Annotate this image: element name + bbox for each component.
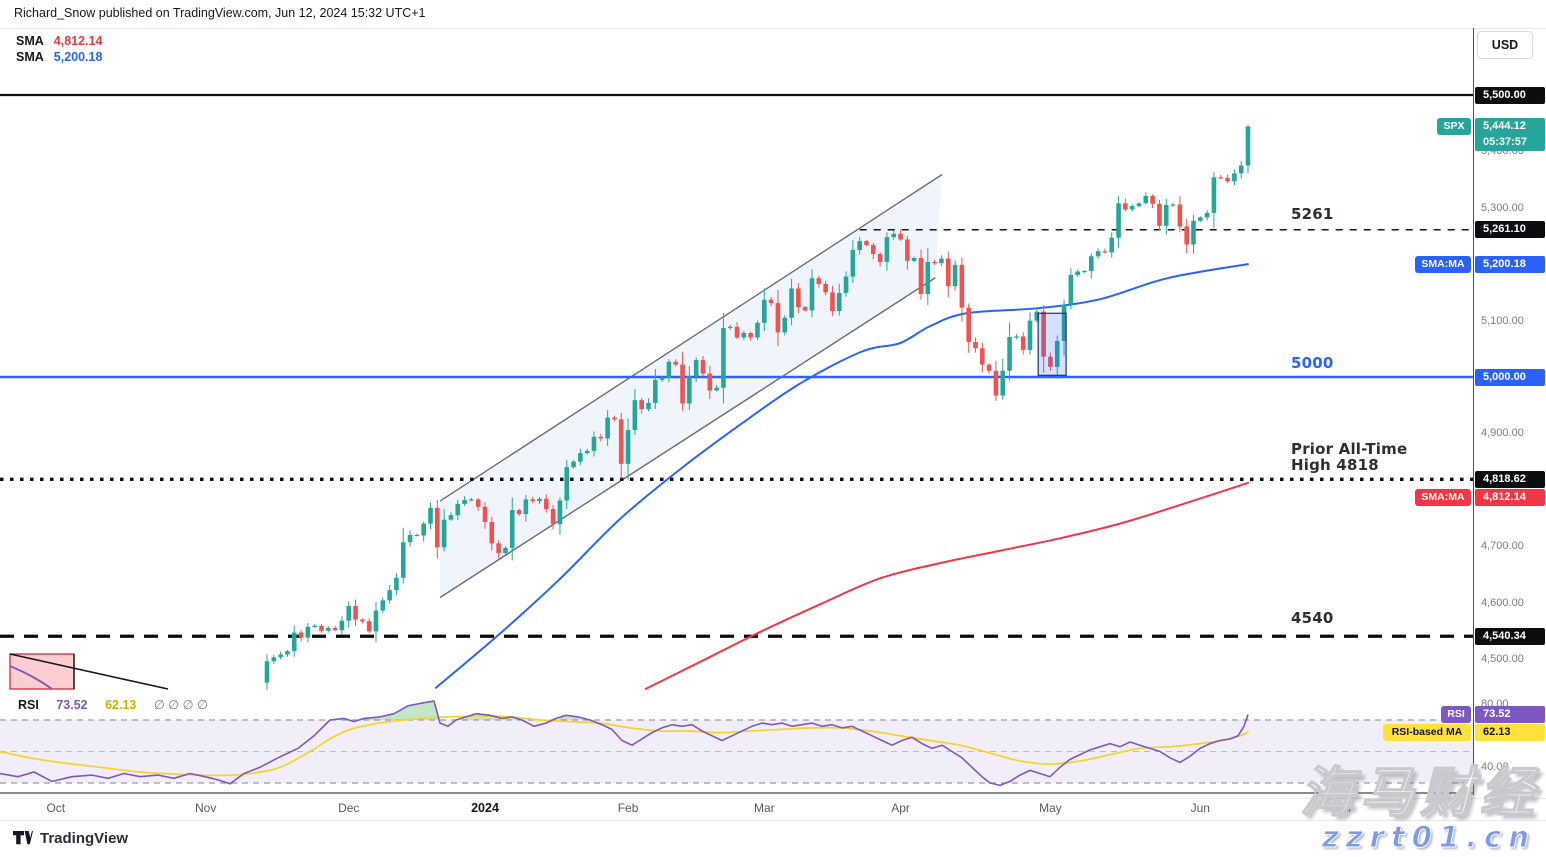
price-label-500000: 5,000.00	[1475, 368, 1545, 386]
price-label-481214: 4,812.14	[1475, 488, 1545, 506]
price-label-526110: 5,261.10	[1475, 221, 1545, 239]
axis-tag-rsi-based-ma: RSI-based MA	[1383, 723, 1471, 741]
rsi-tick: 40.00	[1481, 761, 1509, 774]
price-tick: 5,100.00	[1481, 314, 1524, 327]
countdown-label: 05:37:57	[1475, 134, 1545, 152]
time-label-jun: Jun	[1190, 801, 1210, 815]
annotation-prior-ath: Prior All-Time High 4818	[1291, 441, 1407, 473]
sma-red-value: 4,812.14	[53, 34, 103, 48]
price-label-454034: 4,540.34	[1475, 627, 1545, 645]
currency-usd-button[interactable]: USD	[1477, 31, 1533, 59]
attribution-text: Richard_Snow published on TradingView.co…	[14, 6, 426, 20]
time-label-dec: Dec	[338, 801, 360, 815]
tradingview-logo[interactable]: TradingView	[12, 829, 128, 848]
price-axis-border	[1473, 28, 1474, 795]
legend-row-sma-blue[interactable]: SMA 5,200.18	[16, 50, 102, 64]
sma-blue-value: 5,200.18	[53, 50, 103, 64]
rsi-legend[interactable]: RSI 73.52 62.13 ∅ ∅ ∅ ∅	[18, 697, 222, 712]
rsi-label: RSI	[18, 698, 39, 712]
rsi-empty-slots: ∅ ∅ ∅ ∅	[153, 698, 208, 712]
price-tick: 4,700.00	[1481, 540, 1524, 553]
annotation-4540: 4540	[1291, 609, 1334, 627]
annotation-prior-ath-line1: Prior All-Time	[1291, 440, 1408, 458]
time-label-oct: Oct	[46, 801, 66, 815]
rsi-axis-label-7352: 73.52	[1475, 705, 1545, 723]
header-divider	[0, 28, 1546, 29]
axis-tag-smama: SMA:MA	[1415, 255, 1471, 273]
sma-label: SMA	[16, 50, 44, 64]
time-label-2024: 2024	[471, 801, 499, 815]
legend-row-sma-red[interactable]: SMA 4,812.14	[16, 34, 102, 48]
time-axis-top-border	[0, 798, 1546, 799]
rsi-value: 73.52	[56, 698, 88, 712]
axis-tag-rsi: RSI	[1441, 705, 1471, 723]
time-label-nov: Nov	[195, 801, 217, 815]
axis-tag-smama: SMA:MA	[1415, 488, 1471, 506]
annotation-5261: 5261	[1291, 205, 1334, 223]
axis-tag-spx: SPX	[1437, 118, 1471, 136]
time-axis-bottom-border	[0, 820, 1546, 821]
price-tick: 4,900.00	[1481, 427, 1524, 440]
time-label-feb: Feb	[617, 801, 639, 815]
price-label-520018: 5,200.18	[1475, 255, 1545, 273]
time-label-mar: Mar	[753, 801, 775, 815]
annotation-prior-ath-line2: High 4818	[1291, 456, 1379, 474]
price-tick: 4,500.00	[1481, 653, 1524, 665]
price-label-481862: 4,818.62	[1475, 470, 1545, 488]
price-tick: 4,600.00	[1481, 596, 1524, 609]
tradingview-logo-text: TradingView	[40, 830, 129, 847]
time-label-may: May	[1039, 801, 1062, 815]
time-label-jul: Jul	[1335, 801, 1352, 815]
annotation-5000: 5000	[1291, 354, 1334, 372]
time-label-apr: Apr	[891, 801, 910, 815]
price-tick: 5,300.00	[1481, 201, 1524, 214]
rsi-ma-value: 62.13	[105, 698, 137, 712]
rsi-axis-label-6213: 62.13	[1475, 723, 1545, 741]
tradingview-logo-icon	[13, 831, 33, 845]
price-label-544412: 5,444.12	[1475, 118, 1545, 136]
price-label-550000: 5,500.00	[1475, 86, 1545, 104]
sma-label: SMA	[16, 34, 44, 48]
